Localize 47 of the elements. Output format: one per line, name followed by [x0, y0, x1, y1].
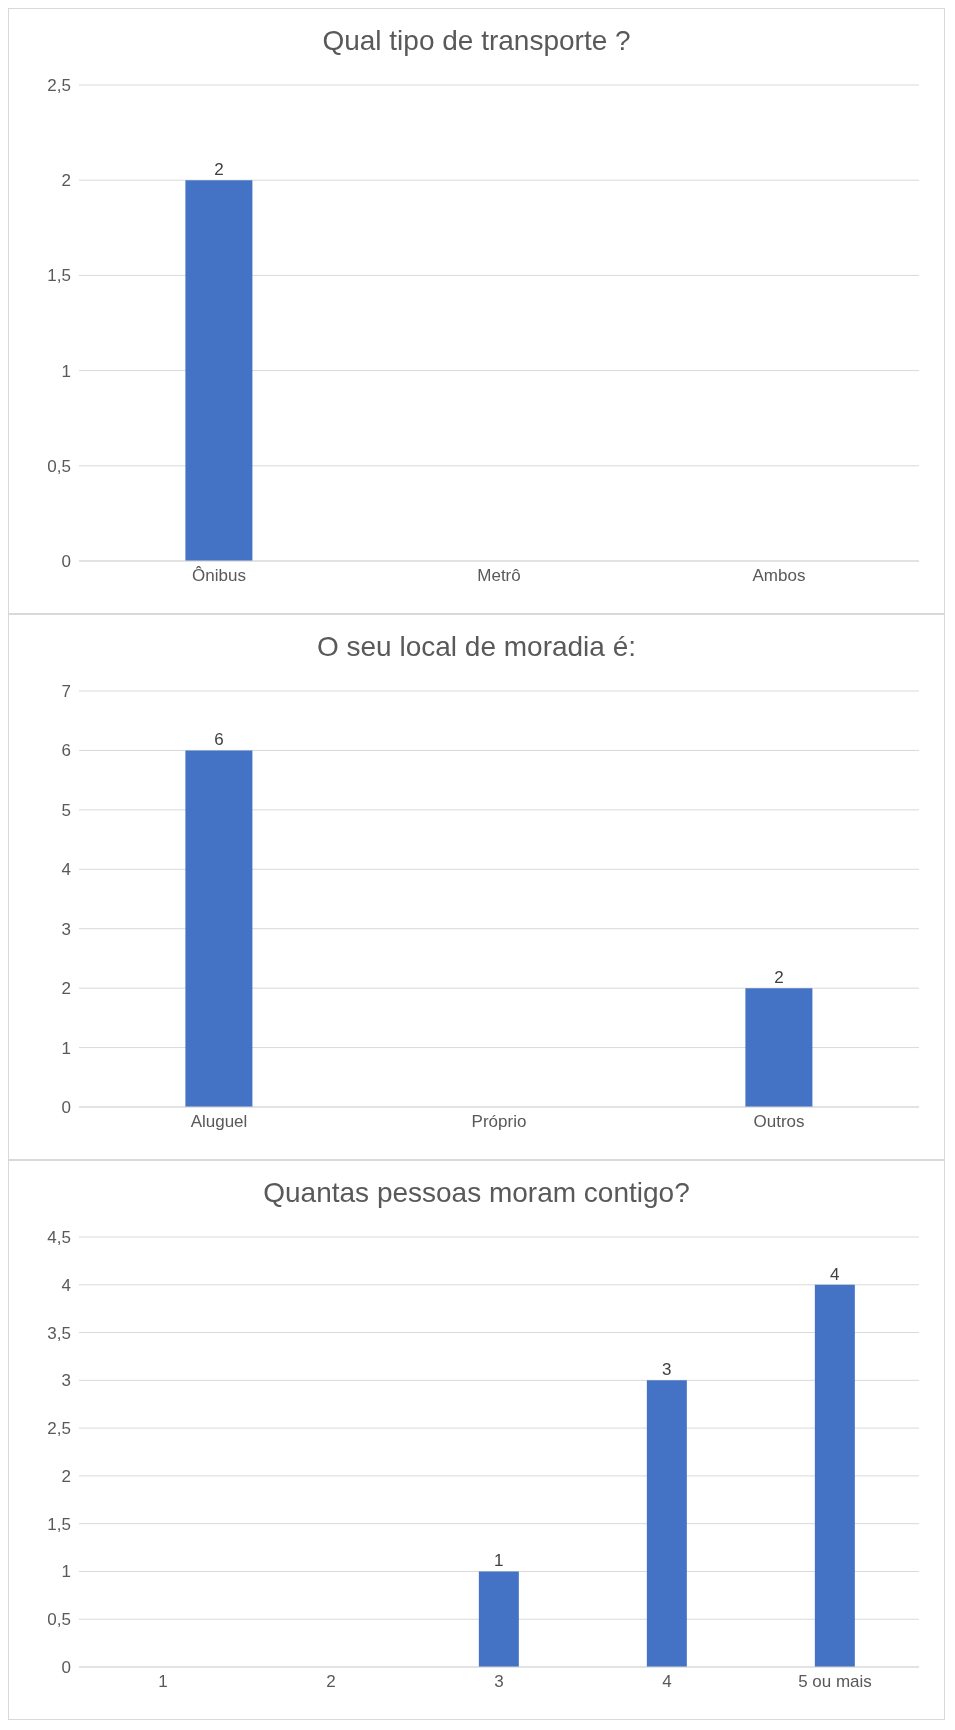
y-tick-label: 2,5 [47, 76, 71, 96]
y-tick-label: 1 [61, 1038, 71, 1058]
x-tick-label: Ônibus [192, 566, 246, 586]
data-label: 4 [830, 1264, 840, 1284]
y-tick-label: 4,5 [47, 1228, 71, 1248]
y-tick-label: 4 [61, 860, 71, 880]
y-tick-label: 2 [61, 1466, 71, 1486]
x-tick-label: 2 [326, 1672, 336, 1692]
data-label: 2 [214, 160, 224, 180]
x-tick-label: Outros [753, 1112, 805, 1132]
y-tick-label: 1 [61, 1562, 71, 1582]
y-tick-label: 3 [61, 919, 71, 939]
bar [814, 1284, 855, 1667]
x-tick-label: Metrô [477, 566, 521, 586]
data-label: 1 [494, 1551, 504, 1571]
y-tick-label: 2,5 [47, 1419, 71, 1439]
y-tick-label: 0 [61, 1658, 71, 1678]
bar [478, 1571, 519, 1667]
chart-title: O seu local de moradia é: [315, 630, 638, 664]
y-tick-label: 7 [61, 682, 71, 702]
y-tick-label: 3 [61, 1371, 71, 1391]
y-tick-label: 1,5 [47, 1514, 71, 1534]
bar [646, 1380, 687, 1667]
data-label: 3 [662, 1360, 672, 1380]
x-tick-label: 5 ou mais [798, 1672, 872, 1692]
y-tick-label: 2 [61, 979, 71, 999]
x-tick-label: 4 [662, 1672, 672, 1692]
x-tick-label: Ambos [752, 566, 806, 586]
y-tick-label: 6 [61, 741, 71, 761]
y-tick-label: 0 [61, 552, 71, 572]
data-label: 2 [774, 968, 784, 988]
y-tick-label: 4 [61, 1275, 71, 1295]
x-tick-label: Aluguel [190, 1112, 248, 1132]
chart-title: Quantas pessoas moram contigo? [262, 1176, 691, 1210]
y-tick-label: 0,5 [47, 1610, 71, 1630]
y-tick-label: 3,5 [47, 1323, 71, 1343]
y-tick-label: 5 [61, 800, 71, 820]
chart-title: Qual tipo de transporte ? [321, 24, 632, 58]
data-label: 6 [214, 730, 224, 750]
x-tick-label: 1 [158, 1672, 168, 1692]
y-tick-label: 1 [61, 361, 71, 381]
y-tick-label: 0,5 [47, 456, 71, 476]
y-tick-label: 1,5 [47, 266, 71, 286]
x-tick-label: 3 [494, 1672, 504, 1692]
x-tick-label: Próprio [471, 1112, 527, 1132]
y-tick-label: 2 [61, 171, 71, 191]
y-tick-label: 0 [61, 1098, 71, 1118]
